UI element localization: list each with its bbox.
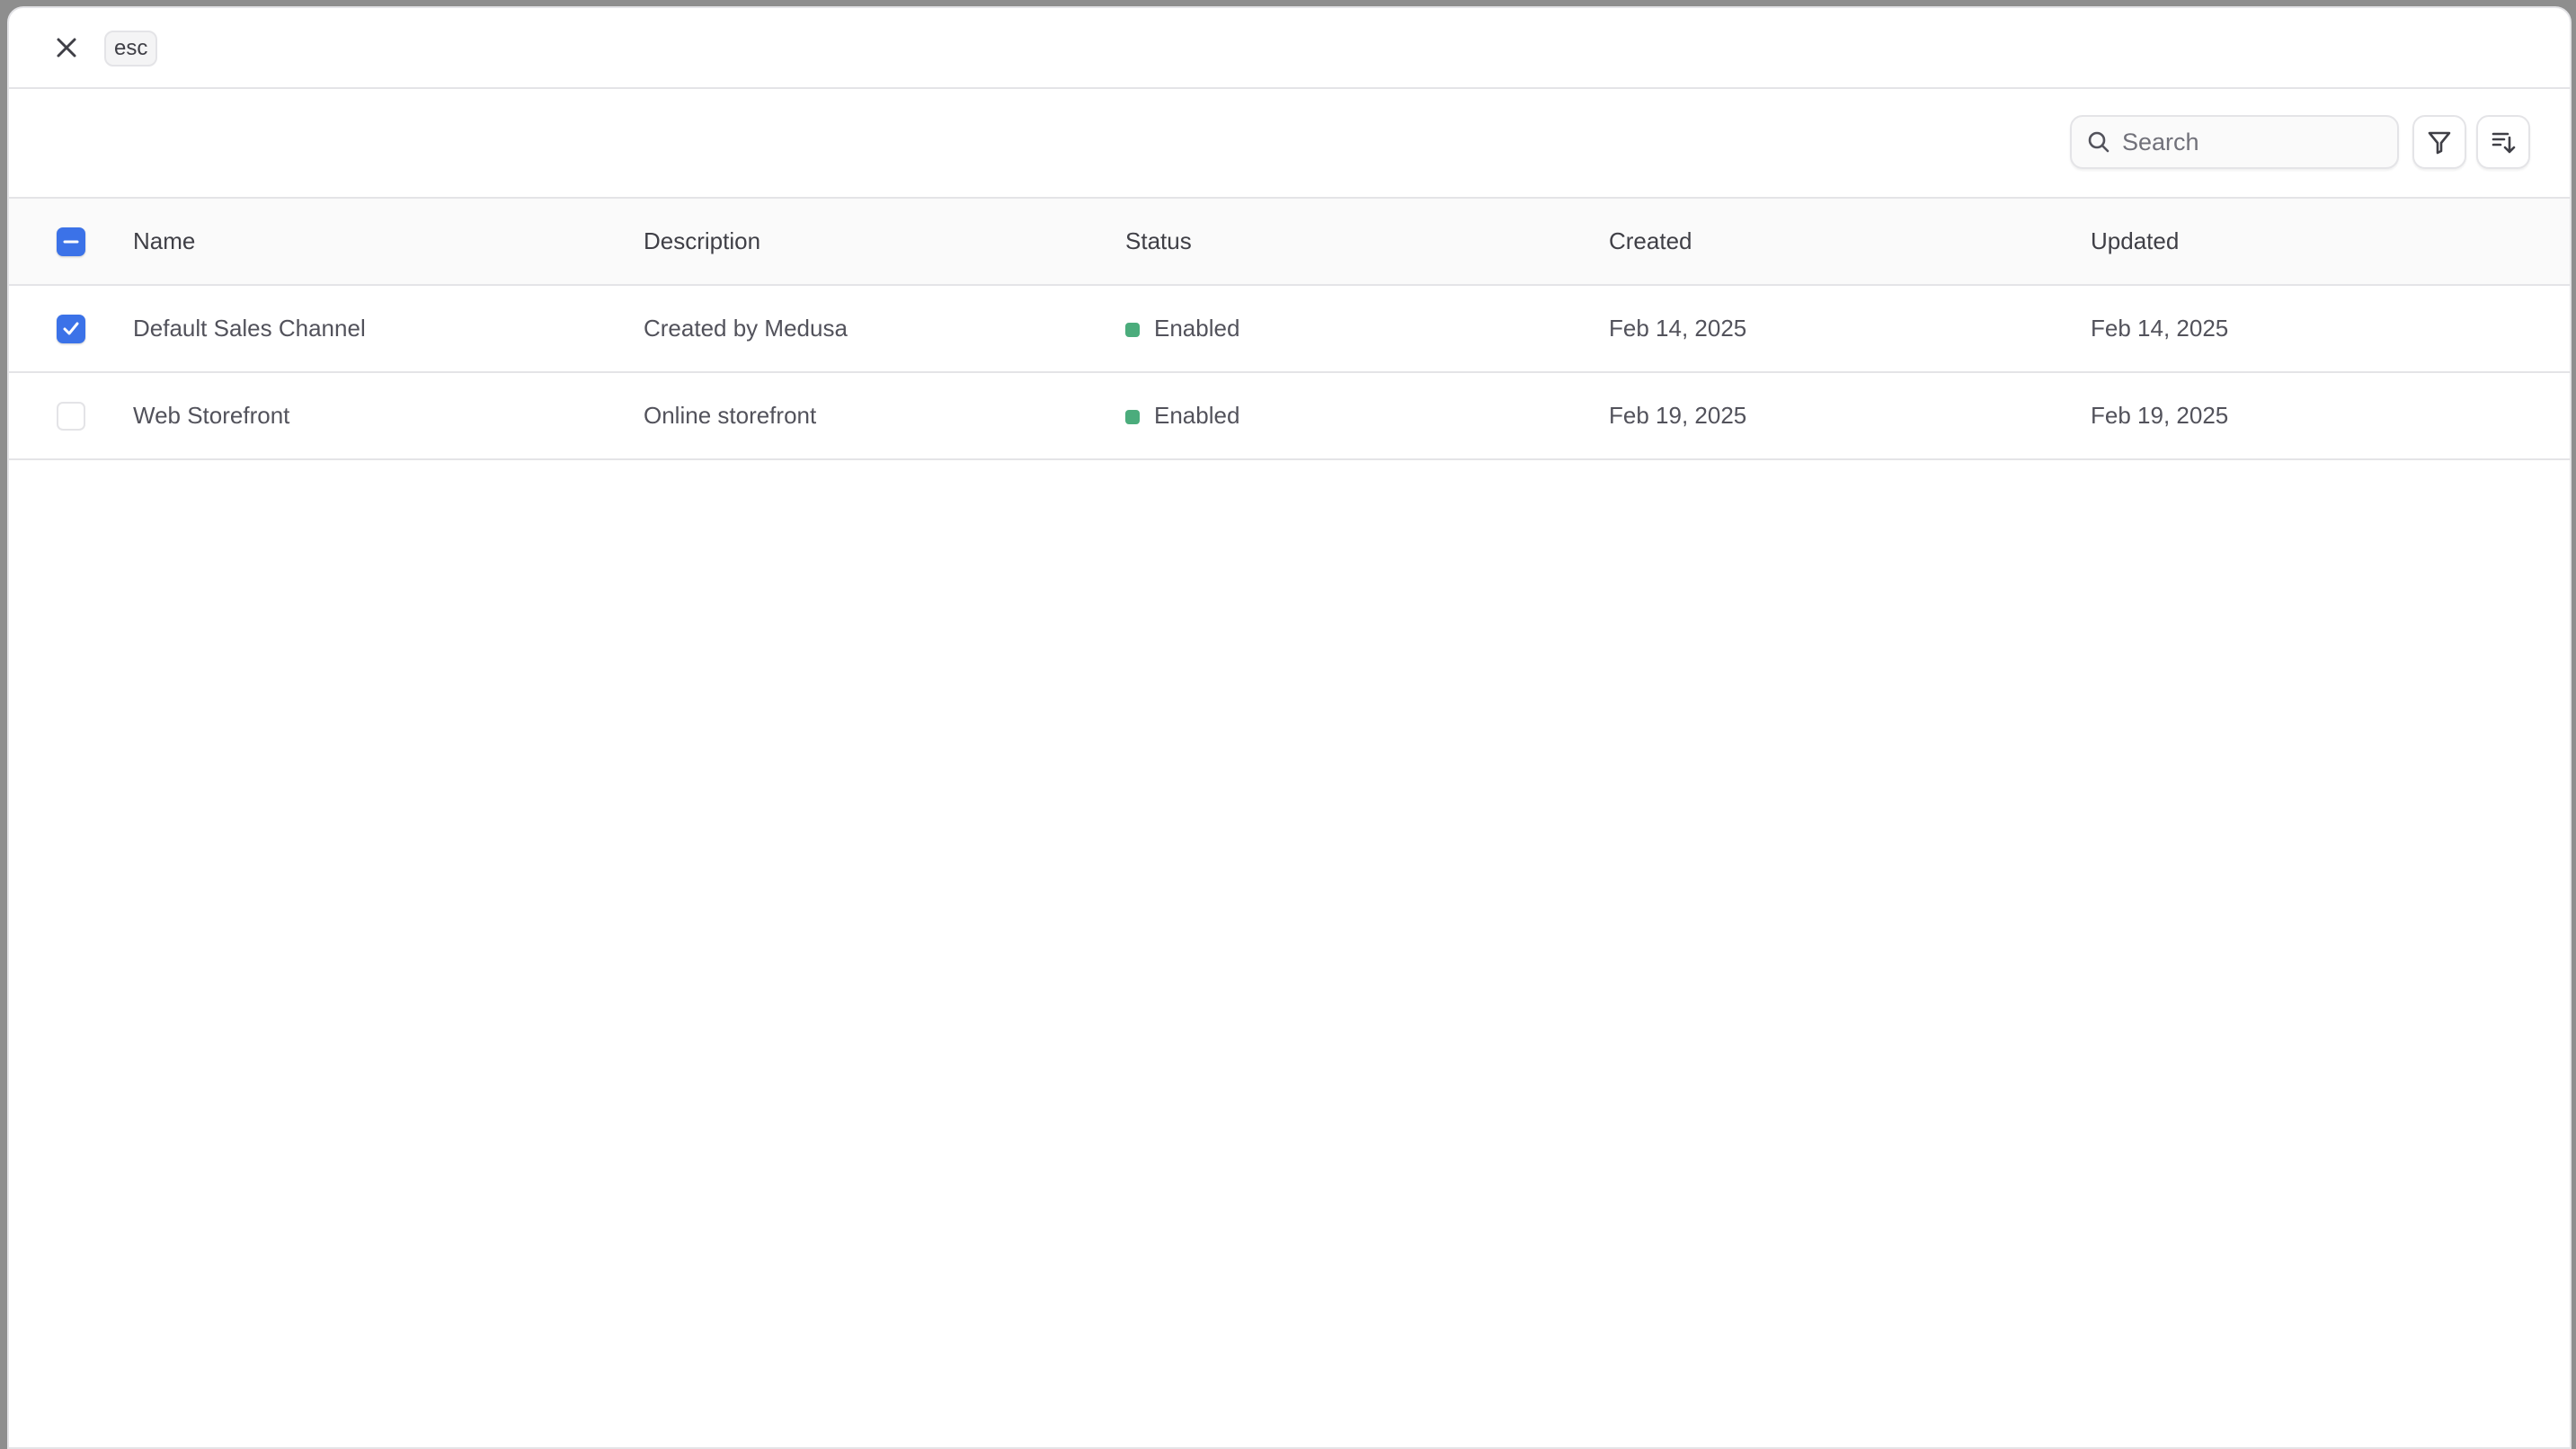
cell-created: Feb 14, 2025 [1609, 285, 2091, 373]
cell-updated: Feb 14, 2025 [2091, 285, 2570, 373]
cell-description: Online storefront [644, 372, 1125, 460]
close-icon [57, 38, 76, 58]
select-all-checkbox[interactable] [57, 227, 85, 256]
cell-name: Default Sales Channel [133, 285, 644, 373]
minus-icon [63, 240, 79, 243]
column-header-created[interactable]: Created [1609, 199, 2091, 286]
status-badge: Enabled [1154, 315, 1240, 342]
cell-status: Enabled [1125, 285, 1609, 373]
search-input[interactable] [2122, 117, 2383, 167]
sales-channels-table: Name Description Status Created Updated … [9, 199, 2570, 460]
close-button[interactable] [52, 33, 81, 62]
status-dot-icon [1125, 410, 1140, 424]
cell-created: Feb 19, 2025 [1609, 372, 2091, 460]
modal-window: esc Name Description Status Created Upda… [7, 6, 2572, 1449]
check-icon [63, 322, 79, 334]
filter-button[interactable] [2412, 115, 2466, 169]
status-dot-icon [1125, 323, 1140, 337]
table-row[interactable]: Default Sales Channel Created by Medusa … [9, 285, 2570, 373]
cell-description: Created by Medusa [644, 285, 1125, 373]
sort-button[interactable] [2476, 115, 2530, 169]
modal-header: esc [9, 8, 2570, 89]
status-badge: Enabled [1154, 402, 1240, 429]
table-row[interactable]: Web Storefront Online storefront Enabled… [9, 372, 2570, 460]
cell-status: Enabled [1125, 372, 1609, 460]
column-header-updated[interactable]: Updated [2091, 199, 2570, 286]
search-icon [2088, 131, 2110, 153]
cell-name: Web Storefront [133, 372, 644, 460]
table-toolbar [9, 89, 2570, 199]
row-checkbox[interactable] [57, 401, 85, 431]
row-checkbox[interactable] [57, 314, 85, 343]
search-field[interactable] [2070, 115, 2399, 169]
filter-icon [2428, 131, 2451, 155]
sort-descending-icon [2492, 132, 2516, 154]
column-header-description[interactable]: Description [644, 199, 1125, 286]
esc-kbd-badge: esc [104, 31, 158, 67]
cell-updated: Feb 19, 2025 [2091, 372, 2570, 460]
column-header-status[interactable]: Status [1125, 199, 1609, 286]
column-header-name[interactable]: Name [133, 199, 644, 286]
table-header-row: Name Description Status Created Updated [9, 199, 2570, 286]
